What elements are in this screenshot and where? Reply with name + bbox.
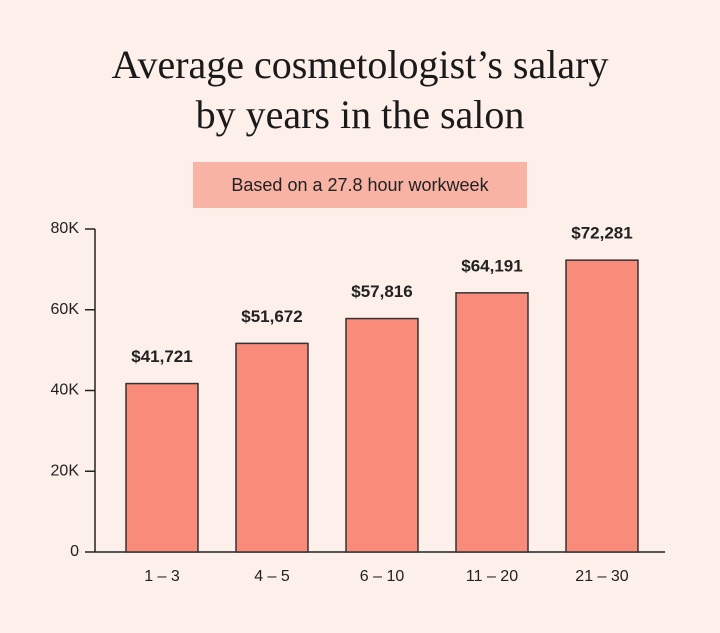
y-tick-label: 80K xyxy=(51,220,80,237)
value-label: $64,191 xyxy=(461,256,522,275)
bar xyxy=(125,382,199,553)
y-tick-label: 60K xyxy=(51,301,80,318)
x-tick-label: 4 – 5 xyxy=(254,568,290,585)
value-label: $51,672 xyxy=(241,307,302,326)
y-tick-label: 40K xyxy=(51,382,80,399)
subtitle-box: Based on a 27.8 hour workweek xyxy=(193,162,527,208)
chart-subtitle: Based on a 27.8 hour workweek xyxy=(231,174,489,195)
value-label: $41,721 xyxy=(131,347,192,366)
x-tick-label: 6 – 10 xyxy=(360,568,405,585)
value-label: $57,816 xyxy=(351,282,412,301)
bar xyxy=(455,292,529,553)
value-label: $72,281 xyxy=(571,224,632,243)
x-tick-label: 1 – 3 xyxy=(144,568,180,585)
x-tick-label: 21 – 30 xyxy=(575,568,628,585)
y-tick-label: 20K xyxy=(51,462,80,479)
y-tick-label: 0 xyxy=(70,543,79,560)
bar xyxy=(345,317,419,553)
chart-title: Average cosmetologist’s salary by years … xyxy=(111,42,609,137)
x-tick-label: 11 – 20 xyxy=(466,568,518,585)
bar xyxy=(565,259,639,553)
bar xyxy=(235,342,309,553)
